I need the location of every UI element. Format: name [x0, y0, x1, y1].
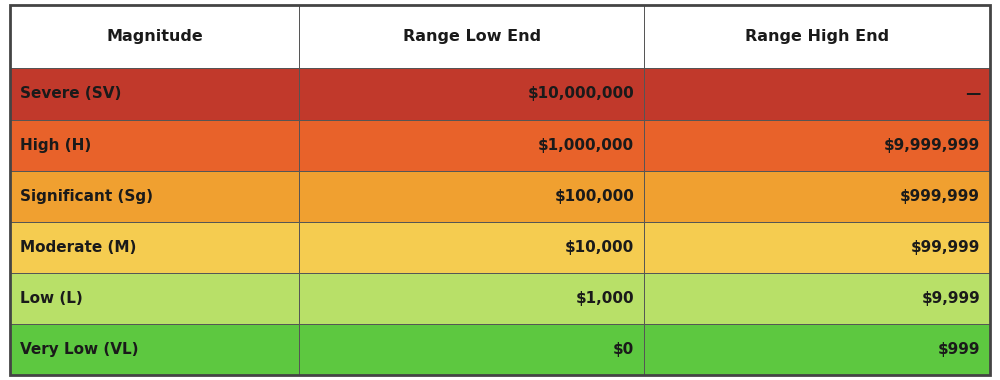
- Text: —: —: [965, 86, 980, 101]
- Bar: [10, 171, 299, 222]
- Bar: [299, 68, 644, 120]
- Text: Significant (Sg): Significant (Sg): [20, 189, 153, 204]
- Text: $99,999: $99,999: [911, 240, 980, 255]
- Bar: [644, 120, 990, 171]
- Bar: [299, 273, 644, 324]
- Bar: [10, 324, 299, 375]
- Bar: [644, 222, 990, 273]
- Bar: [299, 5, 644, 68]
- Text: Range High End: Range High End: [745, 29, 889, 44]
- Bar: [10, 68, 299, 120]
- Bar: [644, 324, 990, 375]
- Text: $1,000: $1,000: [576, 291, 634, 306]
- Text: $9,999,999: $9,999,999: [884, 138, 980, 153]
- Text: $999,999: $999,999: [900, 189, 980, 204]
- Bar: [644, 273, 990, 324]
- Bar: [644, 171, 990, 222]
- Text: $10,000,000: $10,000,000: [528, 86, 634, 101]
- Text: $999: $999: [938, 342, 980, 357]
- Bar: [10, 273, 299, 324]
- Bar: [299, 171, 644, 222]
- Bar: [644, 5, 990, 68]
- Text: Very Low (VL): Very Low (VL): [20, 342, 138, 357]
- Bar: [10, 222, 299, 273]
- Text: Range Low End: Range Low End: [403, 29, 541, 44]
- Text: High (H): High (H): [20, 138, 91, 153]
- Text: Low (L): Low (L): [20, 291, 83, 306]
- Bar: [299, 120, 644, 171]
- Bar: [10, 5, 299, 68]
- Bar: [644, 68, 990, 120]
- Text: $0: $0: [613, 342, 634, 357]
- Text: Moderate (M): Moderate (M): [20, 240, 136, 255]
- Bar: [299, 324, 644, 375]
- Text: $100,000: $100,000: [554, 189, 634, 204]
- Bar: [299, 222, 644, 273]
- Bar: [10, 120, 299, 171]
- Text: Magnitude: Magnitude: [106, 29, 203, 44]
- Text: Severe (SV): Severe (SV): [20, 86, 121, 101]
- Text: $1,000,000: $1,000,000: [538, 138, 634, 153]
- Text: $10,000: $10,000: [565, 240, 634, 255]
- Text: $9,999: $9,999: [921, 291, 980, 306]
